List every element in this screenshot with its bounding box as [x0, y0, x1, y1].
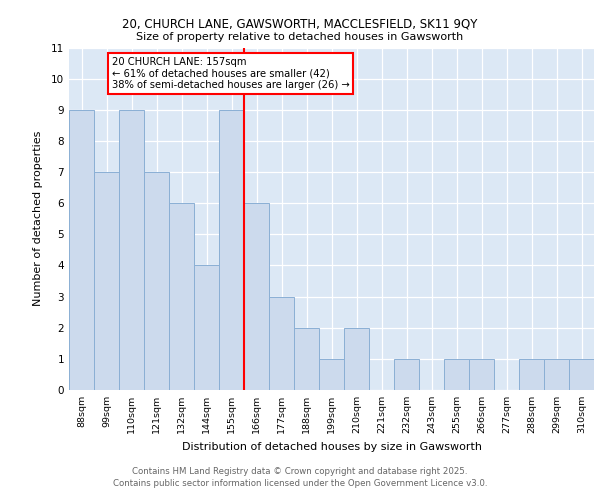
Bar	[469, 359, 494, 390]
Bar	[244, 203, 269, 390]
Bar	[194, 266, 219, 390]
Text: Contains HM Land Registry data © Crown copyright and database right 2025.: Contains HM Land Registry data © Crown c…	[132, 467, 468, 476]
Bar	[144, 172, 169, 390]
Text: 20, CHURCH LANE, GAWSWORTH, MACCLESFIELD, SK11 9QY: 20, CHURCH LANE, GAWSWORTH, MACCLESFIELD…	[122, 18, 478, 30]
Bar	[169, 203, 194, 390]
Bar	[319, 359, 344, 390]
Bar	[219, 110, 244, 390]
Bar	[294, 328, 319, 390]
Bar	[119, 110, 144, 390]
Y-axis label: Number of detached properties: Number of detached properties	[32, 131, 43, 306]
Bar	[69, 110, 94, 390]
Bar	[94, 172, 119, 390]
Bar	[394, 359, 419, 390]
Text: 20 CHURCH LANE: 157sqm
← 61% of detached houses are smaller (42)
38% of semi-det: 20 CHURCH LANE: 157sqm ← 61% of detached…	[112, 57, 349, 90]
X-axis label: Distribution of detached houses by size in Gawsworth: Distribution of detached houses by size …	[182, 442, 482, 452]
Text: Size of property relative to detached houses in Gawsworth: Size of property relative to detached ho…	[136, 32, 464, 42]
Bar	[444, 359, 469, 390]
Text: Contains public sector information licensed under the Open Government Licence v3: Contains public sector information licen…	[113, 478, 487, 488]
Bar	[344, 328, 369, 390]
Bar	[544, 359, 569, 390]
Bar	[269, 296, 294, 390]
Bar	[519, 359, 544, 390]
Bar	[569, 359, 594, 390]
